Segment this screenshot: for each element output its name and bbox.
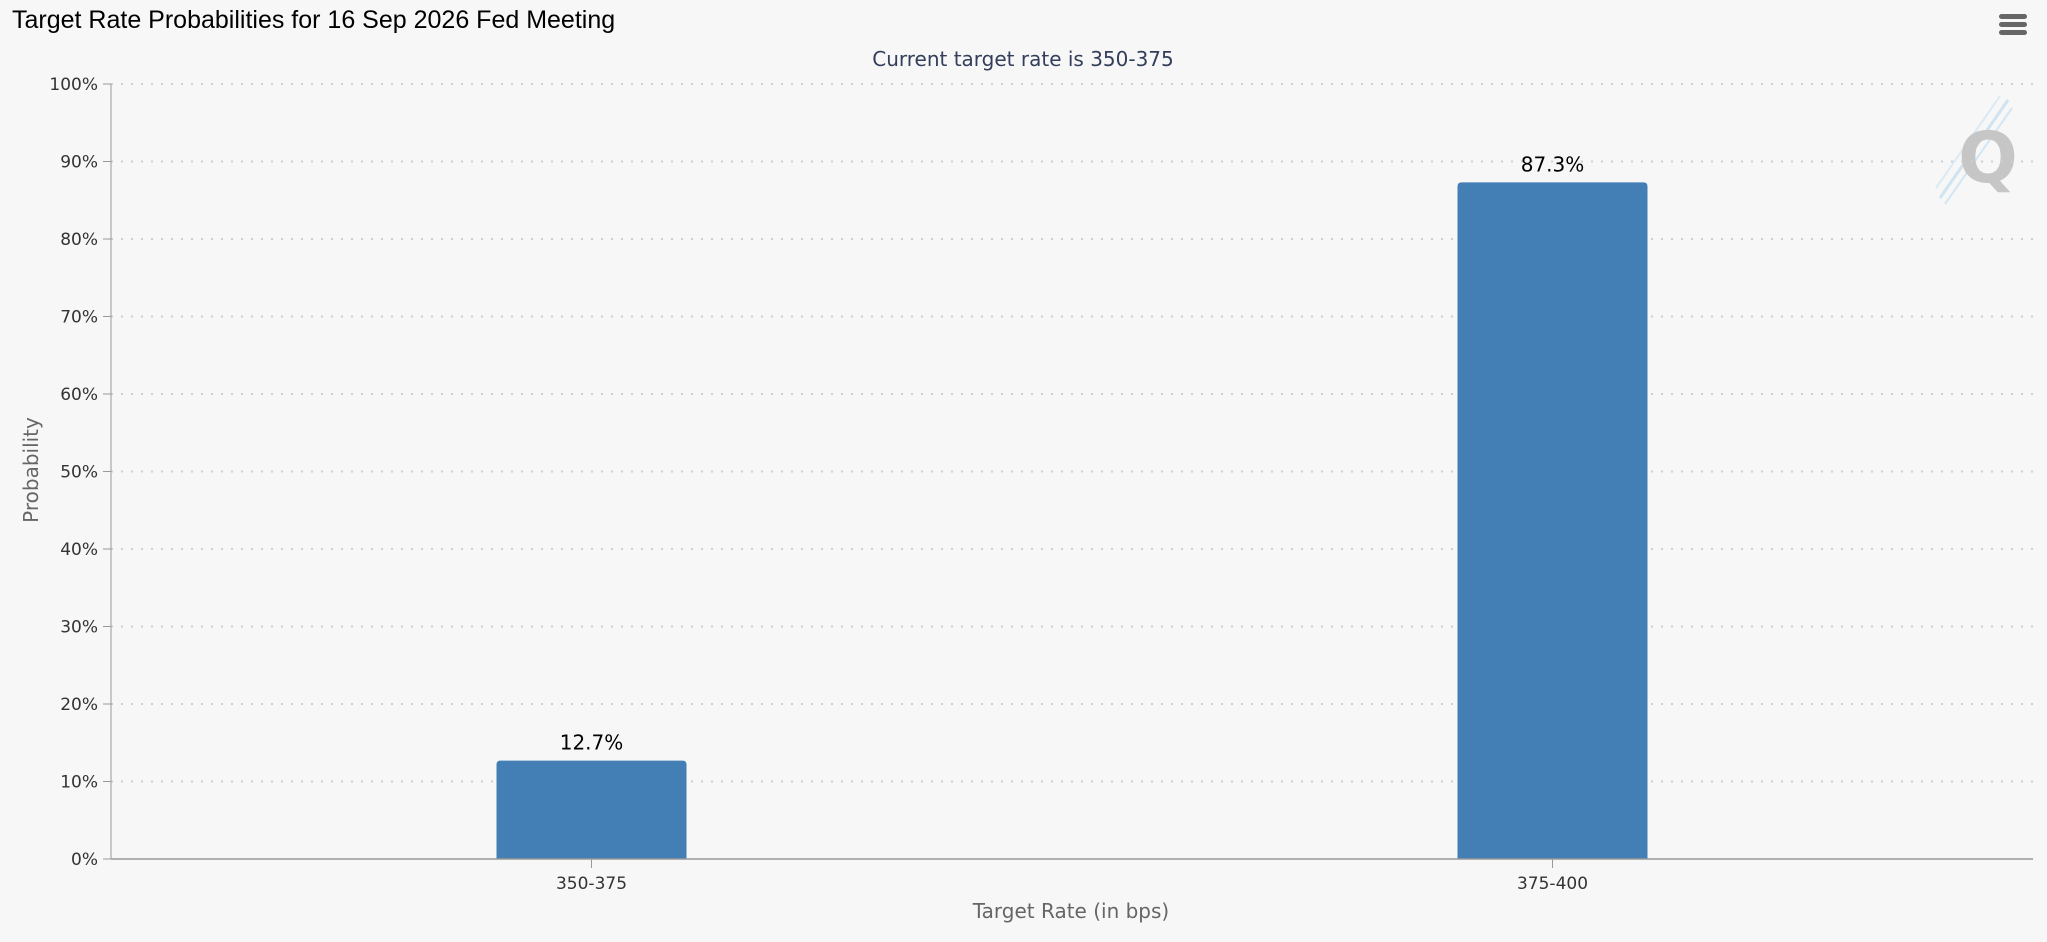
x-tick-label-350-375: 350-375 xyxy=(556,874,627,894)
bar-375-400[interactable] xyxy=(1457,182,1648,860)
y-tick-label: 30% xyxy=(60,618,98,638)
y-tick-label: 100% xyxy=(49,75,98,95)
y-tick-label: 70% xyxy=(60,308,98,328)
x-tick-label-375-400: 375-400 xyxy=(1517,874,1588,894)
chart-subtitle: Current target rate is 350-375 xyxy=(872,47,1174,71)
y-axis: 0% 10% 20% 30% 40% 50% 60% 70% 80% 90% 100% xyxy=(49,75,112,870)
bars: 12.7% 87.3% xyxy=(496,152,1648,860)
y-tick-label: 50% xyxy=(60,463,98,483)
y-tick-label: 10% xyxy=(60,773,98,793)
svg-text:Q: Q xyxy=(1958,117,2018,199)
y-tick-label: 40% xyxy=(60,540,98,560)
y-tick-label: 0% xyxy=(71,850,98,870)
y-tick-label: 90% xyxy=(60,153,98,173)
y-tick-label: 20% xyxy=(60,695,98,715)
x-axis: 350-375 375-400 xyxy=(111,858,2033,894)
y-tick-label: 80% xyxy=(60,230,98,250)
x-axis-title: Target Rate (in bps) xyxy=(972,899,1169,923)
page-title: Target Rate Probabilities for 16 Sep 202… xyxy=(12,6,616,34)
gridlines xyxy=(111,83,2033,783)
y-axis-title: Probability xyxy=(19,417,43,523)
data-label-350-375: 12.7% xyxy=(560,731,624,755)
y-tick-label: 60% xyxy=(60,385,98,405)
bar-350-375[interactable] xyxy=(496,760,687,859)
hamburger-menu-icon[interactable] xyxy=(1998,14,2028,38)
data-label-375-400: 87.3% xyxy=(1521,152,1585,176)
watermark-logo: Q xyxy=(1935,95,2018,205)
